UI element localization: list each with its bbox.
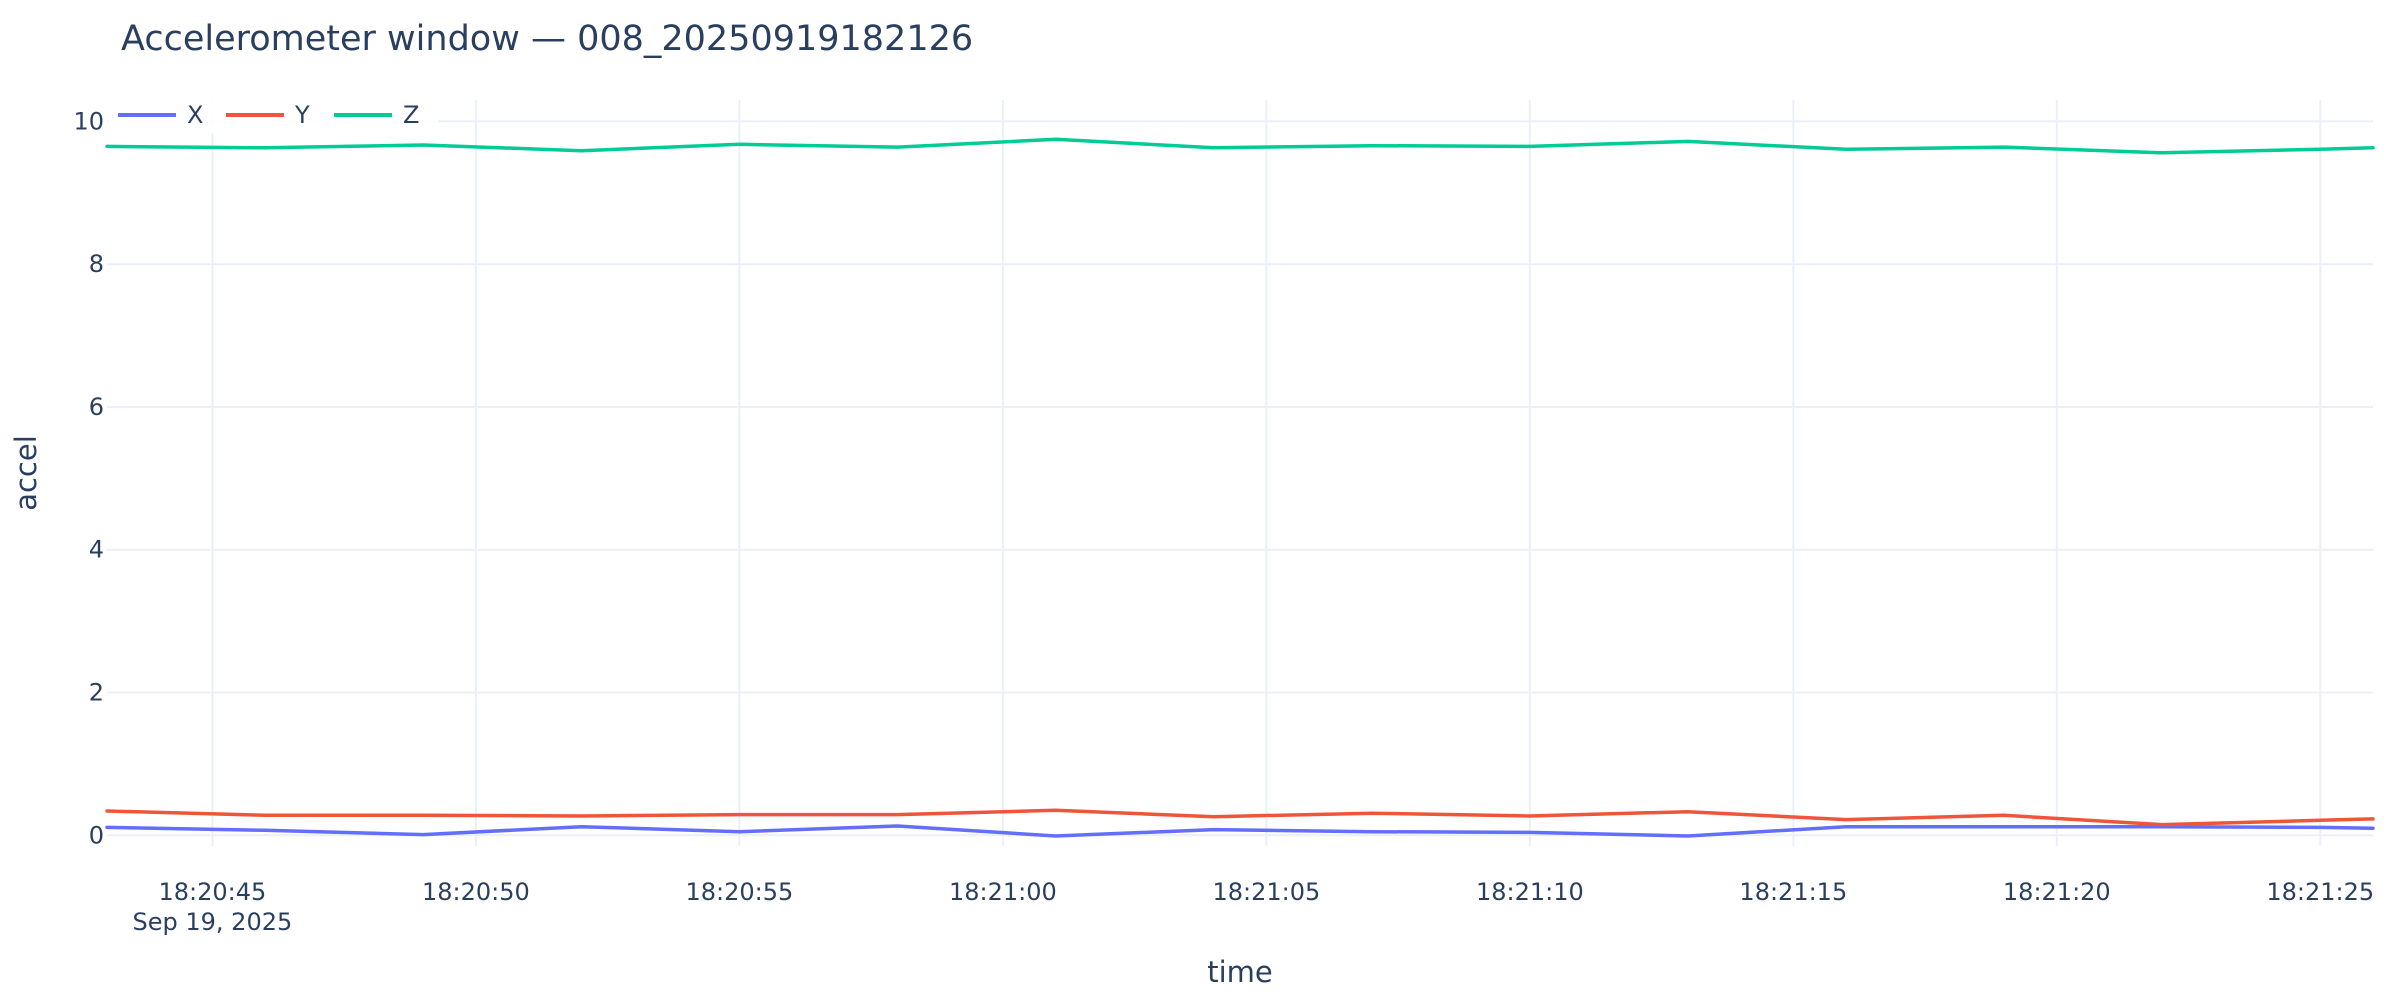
legend-label: X — [187, 101, 203, 129]
x-tick-label: 18:21:15 — [1739, 878, 1847, 906]
x-tick-label: 18:21:05 — [1212, 878, 1320, 906]
series-line-z[interactable] — [105, 137, 2375, 155]
x-tick-label: 18:21:25 — [2266, 878, 2374, 906]
x-tick-label: 18:21:20 — [2003, 878, 2111, 906]
chart-title: Accelerometer window — 008_2025091918212… — [121, 19, 973, 59]
legend-item-x[interactable]: X — [118, 101, 203, 129]
y-tick-label: 6 — [89, 393, 104, 421]
y-axis-title: accel — [9, 435, 43, 511]
x-tick-label: 18:20:50 — [422, 878, 530, 906]
x-tick-label: 18:20:55 — [685, 878, 793, 906]
x-gridlines — [211, 100, 2322, 846]
legend-item-z[interactable]: Z — [334, 101, 419, 129]
x-tick-labels: 18:20:45 18:20:50 18:20:55 18:21:00 18:21:05… — [158, 878, 2374, 906]
x-axis-date-label: Sep 19, 2025 — [133, 908, 293, 936]
y-tick-label: 0 — [89, 821, 104, 849]
legend[interactable]: X Y Z — [108, 98, 438, 134]
x-tick-label: 18:20:45 — [158, 878, 266, 906]
series-line-x[interactable] — [105, 824, 2375, 838]
y-tick-label: 8 — [89, 250, 104, 278]
y-tick-labels: 0 2 4 6 8 10 — [73, 107, 104, 849]
y-tick-label: 4 — [89, 536, 104, 564]
legend-label: Z — [403, 101, 419, 129]
y-tick-label: 2 — [89, 679, 104, 707]
legend-label: Y — [294, 101, 310, 129]
y-tick-label: 10 — [73, 107, 104, 135]
y-gridlines — [107, 120, 2373, 837]
series-layer — [105, 137, 2375, 838]
x-axis-title: time — [1207, 955, 1273, 989]
legend-item-y[interactable]: Y — [226, 101, 310, 129]
series-line-y[interactable] — [105, 808, 2375, 827]
x-tick-label: 18:21:00 — [949, 878, 1057, 906]
x-tick-label: 18:21:10 — [1476, 878, 1584, 906]
